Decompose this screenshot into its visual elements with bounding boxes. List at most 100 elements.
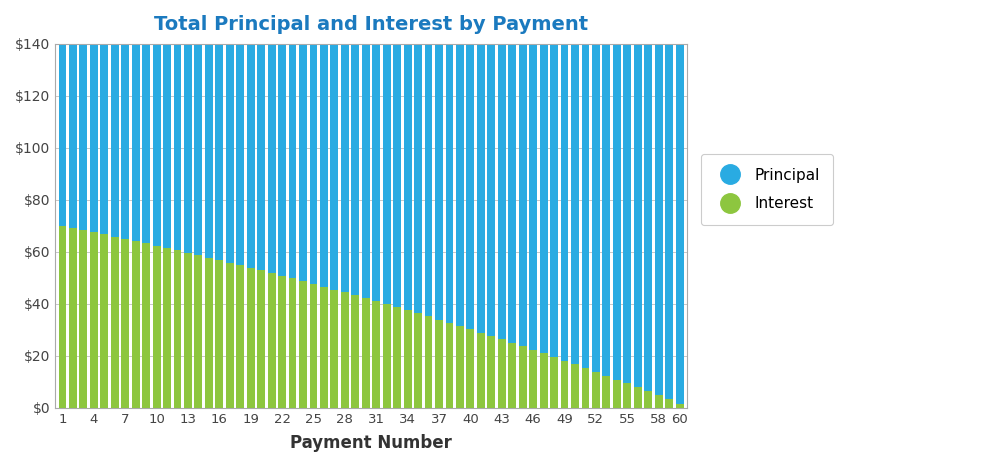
- Bar: [424, 317, 432, 408]
- Bar: [278, 45, 286, 276]
- Bar: [69, 228, 77, 408]
- Bar: [59, 226, 67, 408]
- Bar: [320, 287, 328, 408]
- Bar: [309, 45, 317, 284]
- Bar: [195, 45, 203, 255]
- Bar: [487, 45, 495, 336]
- Bar: [121, 239, 129, 408]
- Bar: [247, 268, 254, 408]
- Bar: [383, 45, 391, 304]
- Bar: [602, 375, 610, 408]
- Bar: [267, 45, 275, 273]
- Bar: [153, 45, 160, 246]
- Bar: [373, 301, 380, 408]
- Bar: [110, 237, 118, 408]
- Bar: [655, 396, 663, 408]
- Bar: [142, 45, 150, 243]
- Bar: [613, 45, 621, 380]
- Bar: [435, 45, 443, 319]
- Bar: [519, 45, 527, 347]
- Bar: [352, 295, 359, 408]
- Bar: [153, 246, 160, 408]
- Bar: [529, 45, 537, 350]
- Bar: [320, 45, 328, 287]
- Bar: [540, 45, 548, 354]
- Title: Total Principal and Interest by Payment: Total Principal and Interest by Payment: [154, 15, 588, 34]
- Bar: [299, 45, 307, 281]
- Bar: [373, 45, 380, 301]
- Bar: [288, 45, 296, 278]
- Bar: [237, 45, 245, 265]
- Bar: [309, 284, 317, 408]
- Bar: [257, 270, 265, 408]
- Bar: [634, 387, 642, 408]
- Bar: [424, 45, 432, 317]
- Bar: [613, 380, 621, 408]
- Bar: [299, 281, 307, 408]
- Bar: [550, 45, 558, 357]
- Bar: [163, 45, 171, 248]
- Bar: [676, 403, 684, 408]
- Bar: [572, 364, 579, 408]
- Bar: [572, 45, 579, 364]
- Bar: [581, 45, 589, 368]
- Bar: [498, 45, 506, 340]
- Bar: [414, 45, 422, 313]
- Bar: [404, 310, 412, 408]
- Bar: [330, 45, 338, 290]
- Bar: [362, 298, 370, 408]
- Bar: [89, 232, 97, 408]
- Bar: [89, 45, 97, 232]
- Bar: [508, 45, 516, 343]
- Bar: [247, 45, 254, 268]
- Bar: [634, 45, 642, 387]
- Bar: [498, 340, 506, 408]
- Bar: [445, 323, 453, 408]
- Bar: [456, 45, 464, 326]
- Bar: [100, 45, 108, 234]
- Bar: [676, 45, 684, 403]
- Bar: [581, 368, 589, 408]
- Bar: [445, 45, 453, 323]
- Bar: [456, 326, 464, 408]
- Bar: [561, 45, 569, 361]
- Bar: [655, 45, 663, 396]
- Bar: [226, 263, 234, 408]
- Bar: [80, 45, 87, 230]
- Bar: [592, 45, 599, 372]
- Bar: [278, 276, 286, 408]
- Bar: [644, 45, 652, 391]
- Bar: [665, 45, 673, 399]
- Bar: [257, 45, 265, 270]
- X-axis label: Payment Number: Payment Number: [290, 434, 452, 452]
- Bar: [100, 234, 108, 408]
- Bar: [163, 248, 171, 408]
- Legend: Principal, Interest: Principal, Interest: [701, 154, 834, 225]
- Bar: [561, 361, 569, 408]
- Bar: [665, 399, 673, 408]
- Bar: [394, 307, 402, 408]
- Bar: [330, 290, 338, 408]
- Bar: [644, 391, 652, 408]
- Bar: [466, 329, 474, 408]
- Bar: [288, 278, 296, 408]
- Bar: [404, 45, 412, 310]
- Bar: [69, 45, 77, 228]
- Bar: [205, 45, 213, 258]
- Bar: [184, 253, 192, 408]
- Bar: [341, 45, 349, 292]
- Bar: [529, 350, 537, 408]
- Bar: [540, 354, 548, 408]
- Bar: [623, 45, 631, 383]
- Bar: [435, 319, 443, 408]
- Bar: [226, 45, 234, 263]
- Bar: [550, 357, 558, 408]
- Bar: [592, 372, 599, 408]
- Bar: [394, 45, 402, 307]
- Bar: [142, 243, 150, 408]
- Bar: [216, 260, 224, 408]
- Bar: [205, 258, 213, 408]
- Bar: [110, 45, 118, 237]
- Bar: [477, 333, 485, 408]
- Bar: [121, 45, 129, 239]
